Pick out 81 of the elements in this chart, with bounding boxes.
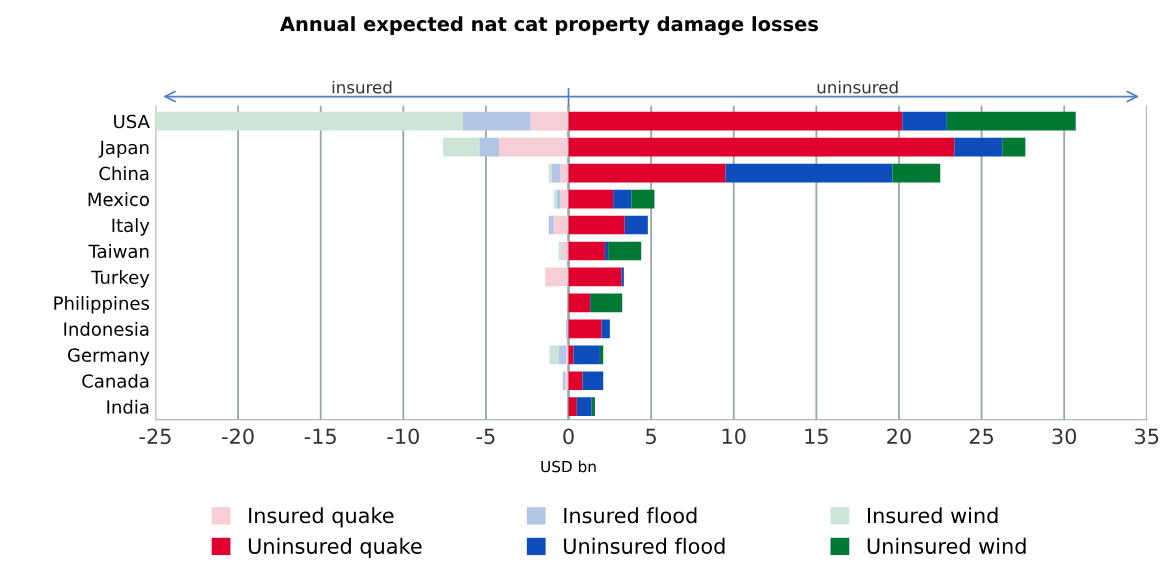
bar (558, 345, 567, 365)
bar (573, 345, 600, 365)
bar (954, 137, 1003, 157)
y-tick-label: Indonesia (64, 321, 149, 336)
bar (548, 215, 554, 235)
legend-label: Insured flood (564, 507, 697, 524)
bar (892, 163, 941, 183)
bar (590, 293, 623, 313)
bar (560, 189, 569, 209)
x-tick-label: 0 (563, 428, 574, 445)
bar (608, 241, 642, 261)
bar (566, 319, 569, 339)
text: insured (332, 80, 392, 94)
bar (561, 241, 569, 261)
y-tick-label: Mexico (88, 192, 149, 207)
y-tick-label: India (107, 399, 149, 414)
legend-label: Insured wind (867, 507, 998, 524)
y-tick-label: Japan (98, 140, 149, 158)
bar (568, 319, 602, 339)
bar (568, 241, 605, 261)
bar (499, 137, 569, 157)
x-tick-label: 5 (646, 428, 656, 445)
bar (568, 163, 726, 183)
bar (725, 163, 893, 183)
x-tick-label: 15 (805, 428, 828, 445)
x-tick-label: -15 (304, 428, 336, 445)
y-tick-label: Germany (67, 348, 150, 366)
bar (591, 397, 595, 417)
x-tick-label: -10 (387, 428, 419, 445)
x-tick-label: 35 (1135, 428, 1159, 445)
bar (582, 371, 604, 391)
bar (568, 371, 583, 391)
x-tick-label: 25 (969, 428, 994, 445)
bar (576, 397, 592, 417)
bar (568, 215, 625, 235)
x-tick-label: 10 (722, 428, 746, 445)
y-tick-label: USA (114, 114, 150, 129)
bar (552, 163, 561, 183)
bar (624, 215, 648, 235)
bar (568, 189, 614, 209)
y-tick-label: Turkey (91, 270, 150, 288)
legend-label: Uninsured quake (248, 537, 422, 558)
chart-title: Annual expected nat cat property damage losses (280, 16, 818, 36)
bar (1002, 137, 1026, 157)
bar (568, 397, 577, 417)
y-tick-label: Italy (112, 218, 150, 236)
bar (601, 319, 610, 339)
legend-label: Insured quake (249, 507, 394, 528)
bar (553, 215, 569, 235)
bar (442, 137, 480, 157)
bar (568, 111, 903, 131)
bar (560, 163, 569, 183)
text: uninsured (817, 80, 898, 94)
x-tick-label: 20 (887, 428, 911, 445)
bar (568, 137, 955, 157)
bar (568, 293, 590, 313)
bar (599, 345, 604, 365)
x-tick-label: -20 (222, 428, 254, 445)
legend-label: Uninsured flood (564, 537, 725, 554)
x-axis-title: USD bn (541, 460, 596, 473)
bar (479, 137, 500, 157)
bar (631, 189, 655, 209)
y-tick-label: Taiwan (88, 244, 149, 259)
y-tick-label: China (99, 166, 149, 181)
x-tick-label: 30 (1052, 428, 1077, 445)
bar (568, 267, 622, 287)
bar (155, 111, 463, 131)
x-tick-label: -25 (139, 428, 171, 445)
bar (549, 345, 559, 365)
bar (566, 345, 569, 365)
y-tick-label: Philippines (54, 296, 150, 314)
bar (621, 267, 624, 287)
y-tick-label: Canada (82, 373, 149, 388)
bar (462, 111, 531, 131)
bar (613, 189, 632, 209)
bar (946, 111, 1076, 131)
bar (902, 111, 947, 131)
x-tick-label: -5 (476, 428, 495, 445)
legend-label: Uninsured wind (867, 537, 1026, 554)
bar (530, 111, 569, 131)
bar (545, 267, 569, 287)
